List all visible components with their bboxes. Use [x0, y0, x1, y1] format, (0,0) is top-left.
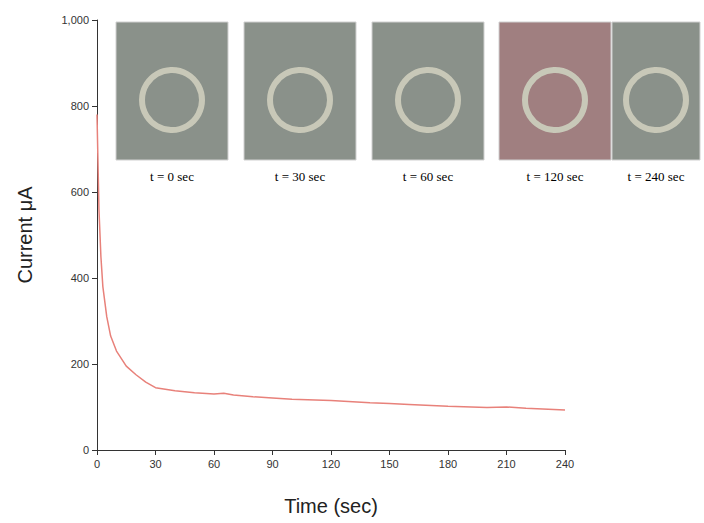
svg-text:t = 240 sec: t = 240 sec	[628, 169, 685, 184]
svg-text:60: 60	[208, 458, 220, 470]
svg-text:150: 150	[380, 458, 398, 470]
svg-text:t = 30 sec: t = 30 sec	[275, 169, 326, 184]
svg-text:600: 600	[71, 186, 89, 198]
svg-text:240: 240	[556, 458, 574, 470]
svg-text:Current μA: Current μA	[14, 186, 36, 284]
svg-text:0: 0	[94, 458, 100, 470]
svg-text:200: 200	[71, 358, 89, 370]
svg-text:Time (sec): Time (sec)	[284, 495, 378, 517]
svg-text:t = 60 sec: t = 60 sec	[403, 169, 454, 184]
svg-text:180: 180	[439, 458, 457, 470]
svg-text:800: 800	[71, 100, 89, 112]
svg-text:1,000: 1,000	[61, 14, 89, 26]
svg-text:120: 120	[322, 458, 340, 470]
svg-text:90: 90	[266, 458, 278, 470]
svg-text:400: 400	[71, 272, 89, 284]
svg-text:210: 210	[497, 458, 515, 470]
svg-text:30: 30	[149, 458, 161, 470]
svg-text:0: 0	[83, 444, 89, 456]
svg-text:t = 0 sec: t = 0 sec	[150, 169, 194, 184]
svg-text:t = 120 sec: t = 120 sec	[527, 169, 584, 184]
